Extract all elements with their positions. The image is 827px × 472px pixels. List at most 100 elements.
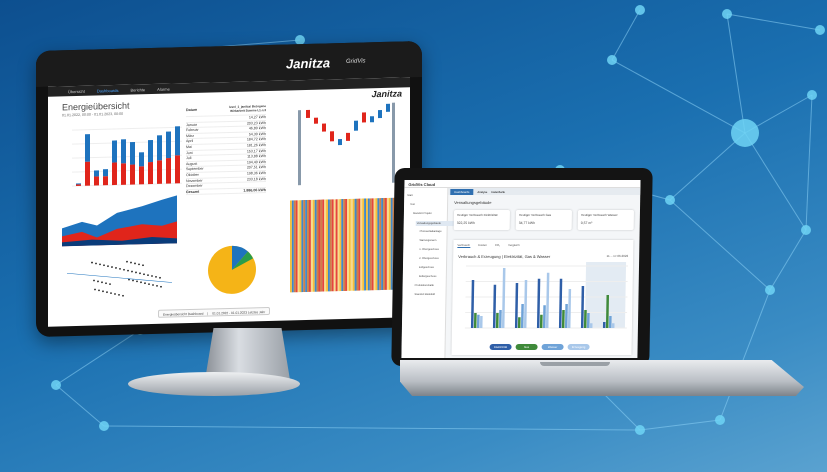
kpi-value: 322,25 kWh [456, 221, 475, 225]
sidebar-item[interactable]: Test [410, 203, 415, 206]
gridline [72, 140, 182, 145]
heatmap-column [307, 199, 310, 292]
chart-tab[interactable]: Vergleich [508, 243, 520, 247]
chart-date: 11. - 17.06.2022 [606, 254, 629, 258]
chart-tab[interactable]: Kosten [478, 243, 487, 247]
heatmap-column [314, 199, 317, 292]
scatter-point [144, 282, 146, 285]
scatter-point [123, 268, 125, 271]
timerange-selector[interactable]: 01.01.2022 - 01.01.2023 Letztes Jahr [212, 310, 266, 316]
network-node [295, 35, 305, 45]
tab-dashboards[interactable]: Dashboards [450, 188, 474, 195]
consumption-bar [558, 278, 563, 328]
scatter-point [140, 281, 142, 284]
network-line [611, 9, 641, 61]
kpi-value: 34,77 kWh [518, 221, 536, 225]
brand-sub: GridVis [346, 58, 366, 65]
scatter-point [147, 274, 149, 277]
scatter-point [131, 270, 133, 273]
consumption-bar [476, 314, 480, 328]
heatmap-column [366, 198, 368, 291]
network-node [731, 119, 759, 147]
bar-red [139, 166, 144, 185]
chart-tab[interactable]: CO₂ [494, 243, 501, 247]
scatter-point [103, 264, 105, 267]
heatmap-column [348, 198, 351, 291]
sidebar-item[interactable]: Photovoltaikanlage [419, 230, 442, 233]
consumption-bar [523, 280, 528, 328]
heatmap-column [329, 199, 332, 292]
sidebar-item[interactable]: Standort Projekt [412, 212, 432, 215]
kpi-card: Heutiger Verbrauch Elektrizität 322,25 kW… [453, 210, 510, 230]
monitor-base [128, 372, 300, 396]
tab-analysis[interactable]: Analyse [477, 189, 488, 194]
consumption-bar [611, 323, 615, 329]
sidebar-item[interactable]: Standort Bielefeld [414, 293, 436, 296]
laptop-base [400, 360, 804, 396]
consumption-bar [470, 280, 475, 328]
bar-blue [139, 152, 144, 167]
sidebar-item[interactable]: Erdgeschoss [418, 266, 435, 269]
chart-tab[interactable]: Verbrauch [457, 243, 471, 248]
network-node [607, 55, 617, 65]
row-month: Dezember [186, 183, 203, 189]
network-line [805, 94, 813, 231]
row-month: November [186, 178, 203, 183]
laptop-notch [540, 362, 610, 366]
waterfall-chart [298, 102, 395, 186]
nav-overview[interactable]: Übersicht [68, 88, 85, 94]
kpi-label: Heutiger Verbrauch Elektrizität [456, 213, 498, 217]
sidebar-item[interactable]: Start [407, 194, 413, 197]
legend-toggle[interactable]: Erzeugung [567, 344, 590, 350]
heatmap-column [356, 198, 359, 291]
pie-chart [208, 245, 256, 294]
bar-red [148, 161, 153, 185]
scatter-point [118, 293, 120, 296]
consumption-bar [586, 313, 590, 328]
sidebar-item[interactable]: Verwaltungsgebäude [415, 221, 456, 226]
heatmap-column [360, 198, 363, 291]
sidebar-item[interactable]: 1. Obergeschoss [419, 248, 439, 251]
waterfall-bar [378, 109, 382, 119]
scatter-point [126, 260, 128, 263]
scatter-point [148, 283, 150, 285]
legend-toggle[interactable]: Gas [515, 344, 538, 350]
legend-toggle[interactable]: Elektrizität [489, 344, 512, 350]
scatter-point [138, 263, 140, 266]
sidebar-item[interactable]: Kellergeschoss [418, 275, 437, 278]
tab-database[interactable]: Datenbank [491, 189, 505, 194]
network-line [726, 13, 746, 134]
dashboard-selector[interactable]: Energieübersicht Dashboard [163, 311, 204, 317]
row-value: 181,26 kWh [246, 142, 266, 148]
network-node [715, 415, 725, 425]
sidebar-item[interactable]: 2. Obergeschoss [419, 257, 439, 260]
bar-blue [94, 170, 99, 177]
area-chart [62, 195, 177, 247]
consumption-bar [473, 313, 477, 328]
heatmap-column [333, 199, 336, 292]
nav-alarms[interactable]: Alarme [157, 86, 170, 92]
table-total: 1.886,06 kWh [243, 187, 266, 193]
scatter-point [101, 281, 103, 284]
scatter-point [110, 292, 112, 294]
nav-dashboards[interactable]: Dashboards [96, 87, 119, 93]
nav-reports[interactable]: Berichte [130, 86, 146, 93]
chart-panel: Verbrauch Kosten CO₂ Vergleich Verbrauch & … [451, 240, 634, 355]
waterfall-bar [354, 120, 358, 131]
scatter-point [109, 283, 111, 286]
scatter-point [136, 280, 138, 283]
scatter-point [91, 261, 93, 264]
row-month: März [186, 133, 194, 138]
heatmap-column [293, 200, 296, 293]
network-line [639, 419, 721, 431]
heatmap-column [388, 197, 391, 290]
scatter-point [102, 290, 104, 293]
sidebar-item[interactable]: Wartungsraum [419, 239, 437, 242]
sidebar-item[interactable]: Produktionshalle [414, 284, 434, 287]
row-month: Februar [186, 127, 199, 133]
heatmap-column [347, 198, 349, 291]
legend-toggle[interactable]: Wasser [541, 344, 564, 350]
scatter-point [122, 294, 124, 297]
heatmap-column [335, 199, 338, 292]
gridline [72, 168, 182, 173]
